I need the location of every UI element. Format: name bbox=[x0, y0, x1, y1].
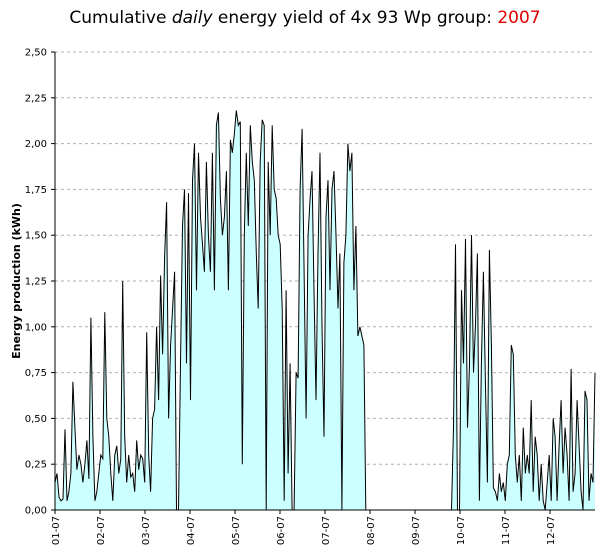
title-year: 2007 bbox=[497, 8, 541, 28]
x-tick-label: 08-07 bbox=[366, 516, 377, 545]
y-tick-label: 1,75 bbox=[25, 185, 47, 196]
y-tick-label: 0,00 bbox=[25, 506, 47, 517]
y-tick-label: 1,25 bbox=[25, 277, 47, 288]
x-tick-label: 11-07 bbox=[501, 516, 512, 545]
title-middle: energy yield of 4x 93 Wp group: bbox=[212, 8, 498, 28]
x-tick-label: 10-07 bbox=[456, 516, 467, 545]
x-tick-label: 12-07 bbox=[546, 516, 557, 545]
energy-area bbox=[55, 110, 595, 510]
y-tick-label: 2,25 bbox=[25, 93, 47, 104]
y-tick-label: 0,25 bbox=[25, 460, 47, 471]
chart-title: Cumulative daily energy yield of 4x 93 W… bbox=[0, 8, 610, 28]
y-tick-label: 2,50 bbox=[25, 48, 47, 59]
title-prefix: Cumulative bbox=[69, 8, 172, 28]
y-tick-label: 1,50 bbox=[25, 231, 47, 242]
x-tick-label: 01-07 bbox=[51, 516, 62, 545]
x-tick-label: 05-07 bbox=[231, 516, 242, 545]
y-tick-label: 1,00 bbox=[25, 322, 47, 333]
y-tick-label: 0,75 bbox=[25, 368, 47, 379]
x-tick-label: 03-07 bbox=[141, 516, 152, 545]
y-tick-label: 2,00 bbox=[25, 139, 47, 150]
y-tick-labels: 0,00 0,25 0,50 0,75 1,00 1,25 1,50 1,75 2,00 2,25… bbox=[25, 48, 55, 517]
x-tick-label: 09-07 bbox=[411, 516, 422, 545]
x-tick-label: 02-07 bbox=[96, 516, 107, 545]
x-tick-label: 04-07 bbox=[186, 516, 197, 545]
y-tick-label: 0,50 bbox=[25, 414, 47, 425]
title-emphasis: daily bbox=[171, 8, 213, 28]
x-tick-label: 07-07 bbox=[321, 516, 332, 545]
x-tick-labels: 01-07 02-07 03-07 04-07 05-07 06-07 07-07 08-07… bbox=[51, 510, 557, 545]
energy-line bbox=[54, 110, 596, 511]
y-axis-label: Energy production (kWh) bbox=[10, 203, 23, 359]
x-tick-label: 06-07 bbox=[276, 516, 287, 545]
